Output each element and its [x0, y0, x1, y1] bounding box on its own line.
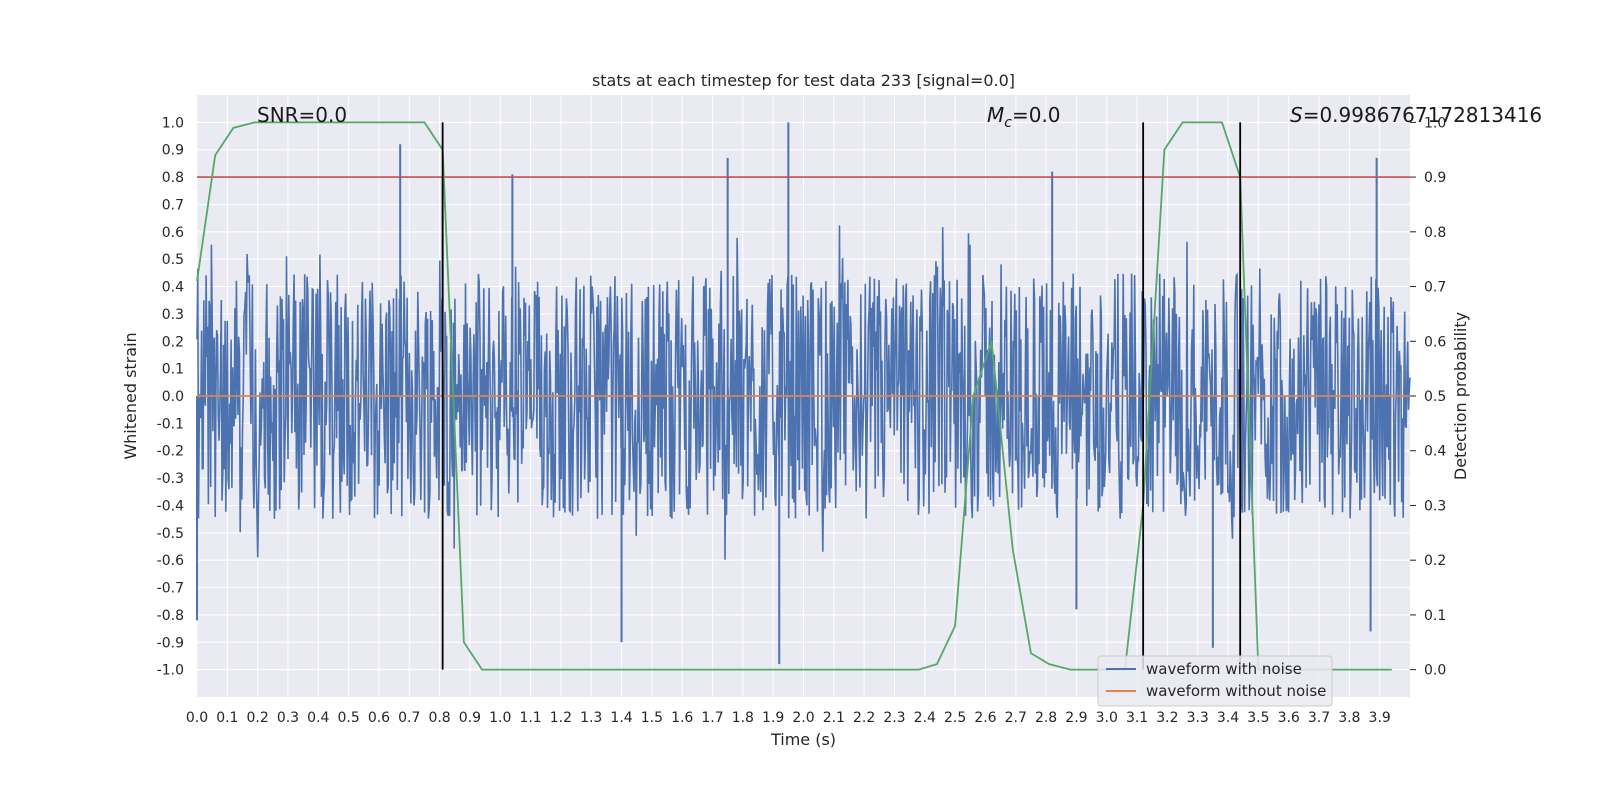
x-tick-label: 1.5 — [641, 710, 663, 726]
y-tick-label: 1.0 — [162, 115, 184, 131]
y-tick-label: -1.0 — [157, 663, 184, 679]
y-tick-label: -0.6 — [157, 553, 184, 569]
chirp-mass-annotation: Mc=0.0 — [987, 103, 1061, 131]
snr-annotation: SNR=0.0 — [257, 103, 347, 127]
x-tick-label: 0.4 — [307, 710, 329, 726]
y-axis-label: Whitened strain — [121, 332, 140, 459]
y2-tick-label: 1.0 — [1424, 115, 1446, 131]
y-tick-label: 0.5 — [162, 252, 184, 268]
x-tick-label: 2.5 — [944, 710, 966, 726]
legend-box — [1097, 655, 1333, 707]
y-tick-label: -0.5 — [157, 526, 184, 542]
x-tick-label: 1.1 — [519, 710, 541, 726]
y-tick-label: 0.6 — [162, 225, 184, 241]
x-tick-label: 1.6 — [671, 710, 693, 726]
x-tick-label: 0.2 — [247, 710, 269, 726]
y2-tick-label: 0.7 — [1424, 280, 1446, 296]
y-tick-label: 0.2 — [162, 334, 184, 350]
x-tick-label: 2.9 — [1065, 710, 1087, 726]
x-tick-label: 0.3 — [277, 710, 299, 726]
y-tick-label: -0.9 — [157, 635, 184, 651]
x-axis-label: Time (s) — [770, 730, 836, 749]
noise-trace — [196, 225, 1411, 560]
x-tick-label: 2.4 — [914, 710, 936, 726]
legend: waveform with noise waveform without noi… — [1097, 655, 1333, 707]
y2-axis-label: Detection probability — [1451, 312, 1470, 480]
mc-symbol: M — [987, 103, 1004, 127]
x-tick-label: 3.1 — [1126, 710, 1148, 726]
x-tick-label: 2.1 — [823, 710, 845, 726]
x-tick-label: 0.9 — [459, 710, 481, 726]
y-tick-label: -0.3 — [157, 471, 184, 487]
x-tick-label: 2.3 — [883, 710, 905, 726]
x-tick-label: 1.3 — [580, 710, 602, 726]
s-symbol: S — [1290, 103, 1303, 127]
series-detection-probability — [196, 121, 1392, 671]
y-tick-label: -0.4 — [157, 498, 184, 514]
x-tick-label: 3.0 — [1096, 710, 1118, 726]
y2-tick-label: 0.2 — [1424, 553, 1446, 569]
series-waveform-with-noise — [196, 122, 1411, 665]
x-tick-label: 3.2 — [1156, 710, 1178, 726]
y-tick-label: 0.0 — [162, 389, 184, 405]
x-tick-label: 3.5 — [1247, 710, 1269, 726]
y2-tick-label: 0.8 — [1424, 225, 1446, 241]
mc-subscript: c — [1004, 115, 1012, 131]
x-tick-label: 0.0 — [186, 710, 208, 726]
y-tick-label: 0.4 — [162, 280, 184, 296]
x-tick-label: 2.0 — [792, 710, 814, 726]
x-tick-label: 2.2 — [853, 710, 875, 726]
y-tick-label: 0.9 — [162, 143, 184, 159]
x-tick-label: 0.6 — [368, 710, 390, 726]
x-tick-label: 1.8 — [732, 710, 754, 726]
x-tick-label: 1.4 — [610, 710, 632, 726]
x-tick-label: 1.2 — [550, 710, 572, 726]
x-tick-label: 2.8 — [1035, 710, 1057, 726]
y-tick-label: -0.2 — [157, 444, 184, 460]
y-tick-label: 0.3 — [162, 307, 184, 323]
x-tick-label: 3.9 — [1369, 710, 1391, 726]
y2-tick-label: 0.4 — [1424, 444, 1446, 460]
x-tick-label: 1.0 — [489, 710, 511, 726]
s-value: =0.9986767172813416 — [1303, 103, 1542, 127]
x-tick-label: 0.8 — [428, 710, 450, 726]
mc-value: =0.0 — [1012, 103, 1061, 127]
chart-title: stats at each timestep for test data 233… — [592, 71, 1015, 90]
y-tick-label: 0.7 — [162, 197, 184, 213]
x-tick-label: 3.3 — [1187, 710, 1209, 726]
tick-labels: 0.0 0.1 0.2 0.3 0.4 0.5 0.6 0.7 0.8 0.9 1.0 1.1 1.2 1… — [157, 115, 1447, 726]
y2-tick-label: 0.0 — [1424, 663, 1446, 679]
y-tick-label: -0.7 — [157, 581, 184, 597]
y-tick-label: 0.8 — [162, 170, 184, 186]
x-tick-label: 0.7 — [398, 710, 420, 726]
score-annotation: S=0.9986767172813416 — [1290, 103, 1542, 127]
series-lines — [196, 121, 1410, 671]
x-tick-label: 1.9 — [762, 710, 784, 726]
x-tick-label: 0.5 — [337, 710, 359, 726]
y2-tick-label: 0.5 — [1424, 389, 1446, 405]
y2-tick-label: 0.1 — [1424, 608, 1446, 624]
legend-label-waveform-with-noise: waveform with noise — [1146, 660, 1302, 678]
y2-tick-label: 0.6 — [1424, 334, 1446, 350]
y2-tick-label: 0.9 — [1424, 170, 1446, 186]
x-tick-label: 3.4 — [1217, 710, 1239, 726]
x-tick-label: 3.6 — [1278, 710, 1300, 726]
y-tick-label: -0.1 — [157, 416, 184, 432]
y-tick-label: -0.8 — [157, 608, 184, 624]
x-tick-label: 0.1 — [216, 710, 238, 726]
y-tick-label: 0.1 — [162, 362, 184, 378]
x-tick-label: 2.6 — [974, 710, 996, 726]
x-tick-label: 1.7 — [701, 710, 723, 726]
legend-label-waveform-without-noise: waveform without noise — [1146, 682, 1326, 700]
x-tick-label: 3.7 — [1308, 710, 1330, 726]
x-tick-label: 3.8 — [1338, 710, 1360, 726]
x-tick-label: 2.7 — [1005, 710, 1027, 726]
y2-tick-label: 0.3 — [1424, 498, 1446, 514]
